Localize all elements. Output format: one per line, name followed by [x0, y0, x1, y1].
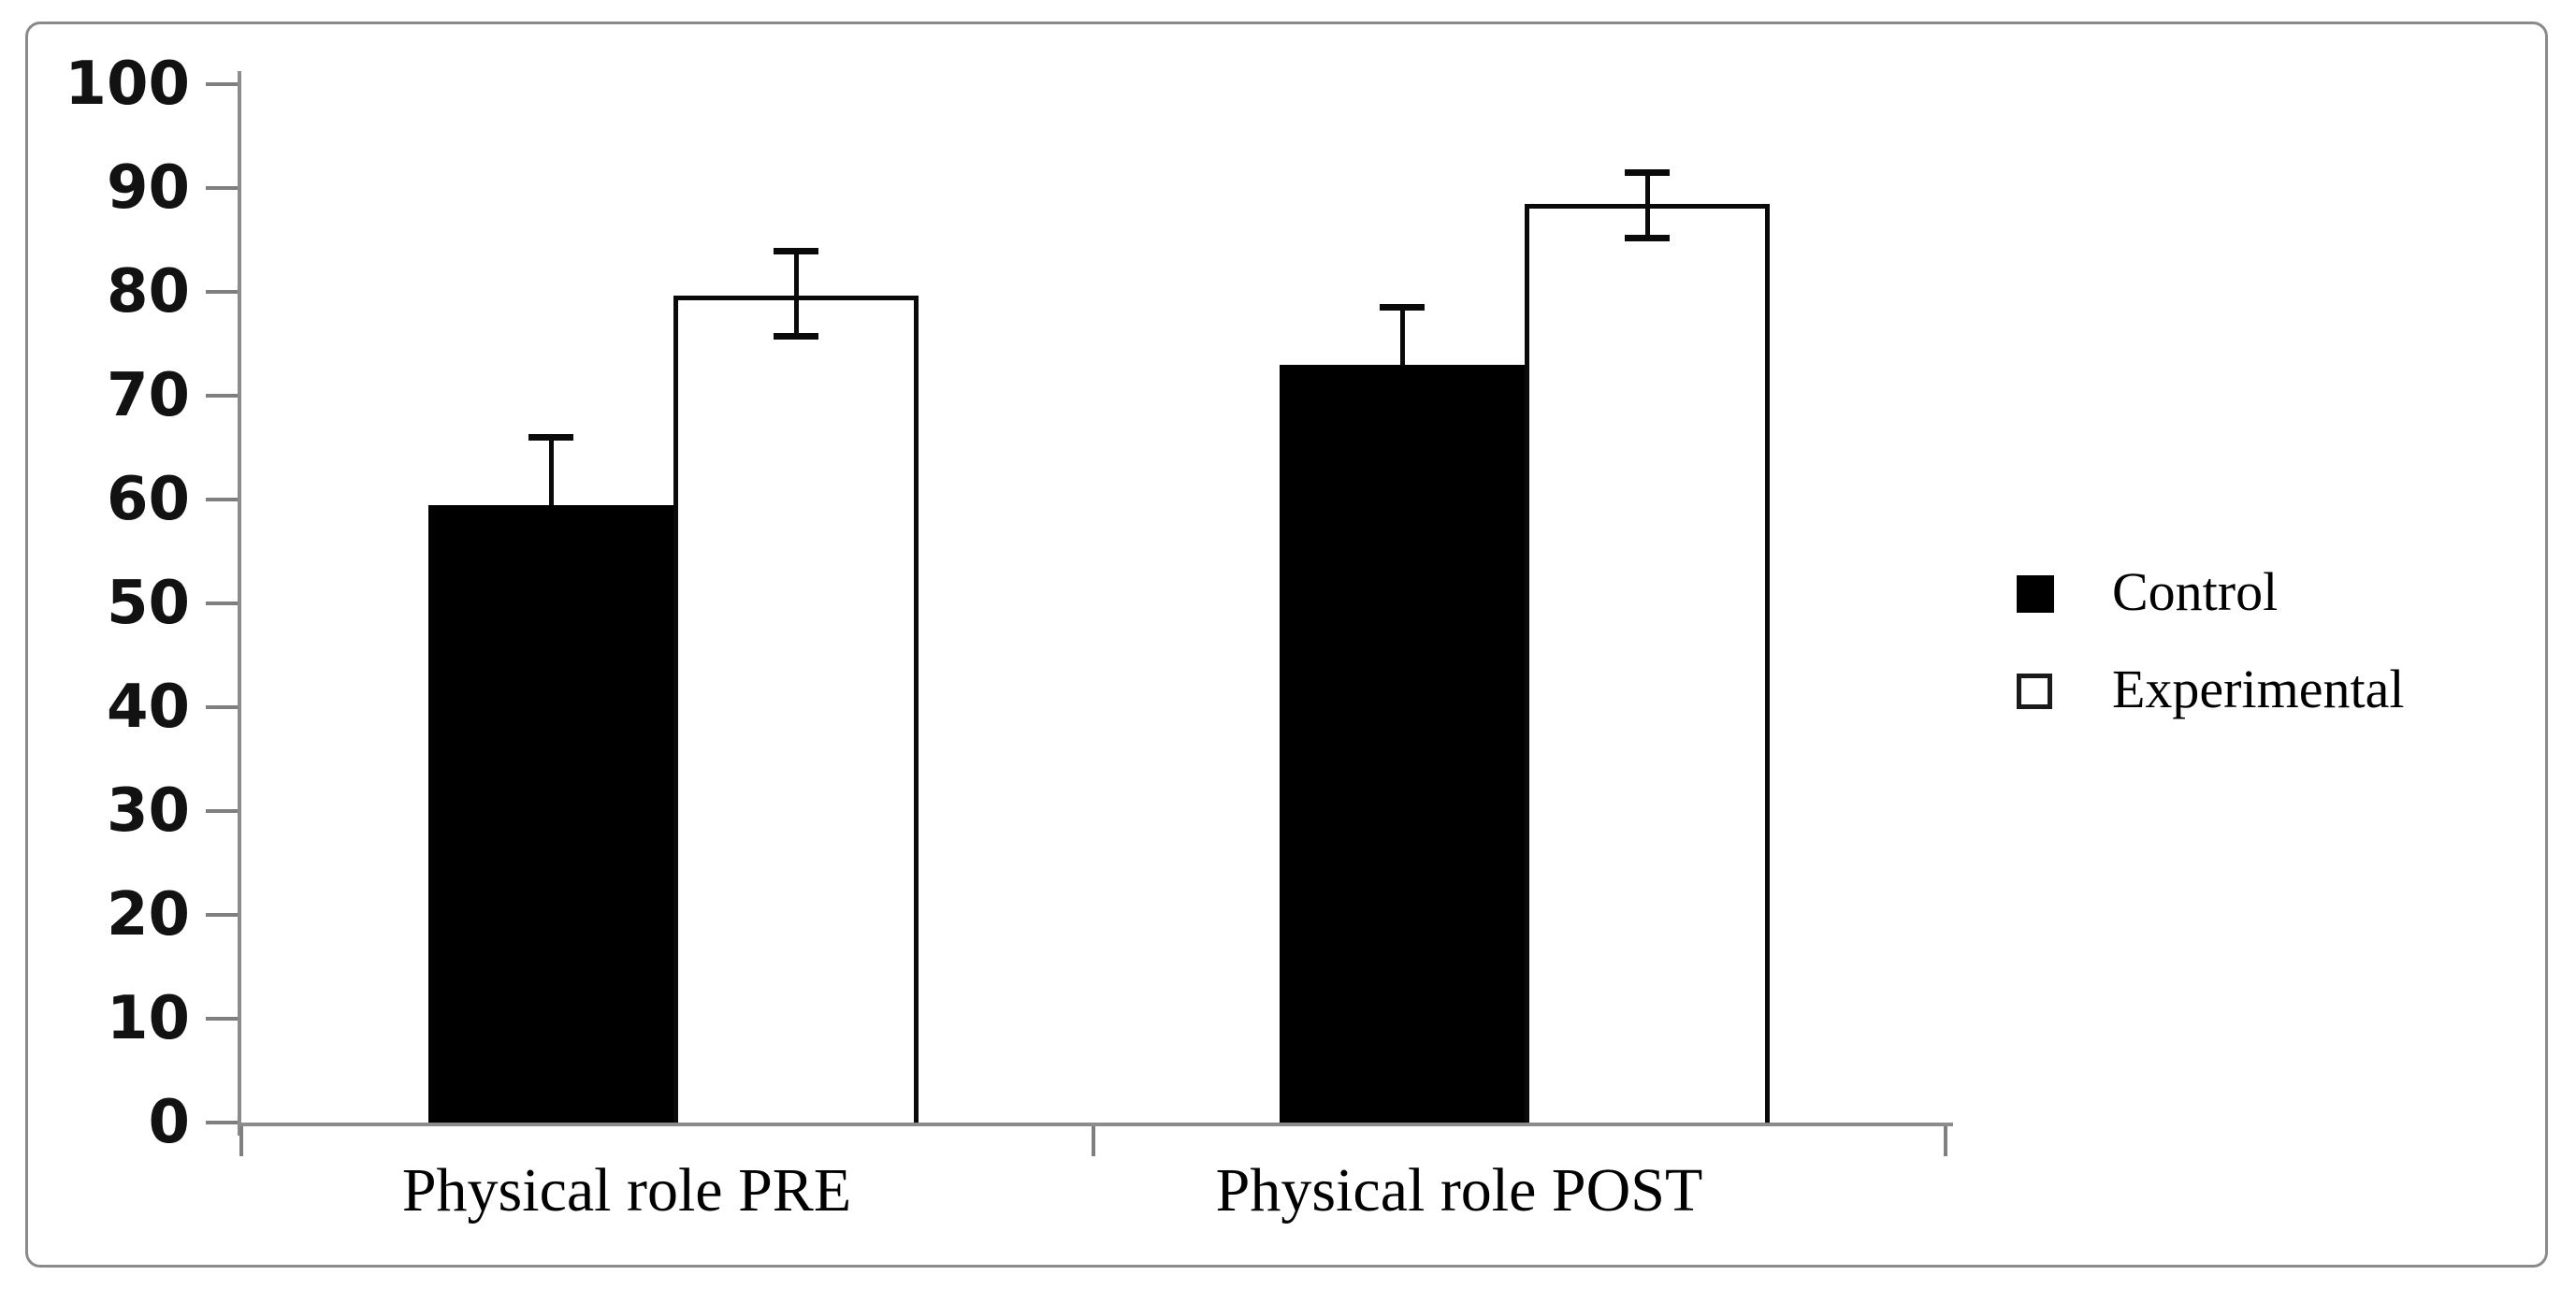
error-bar-line-experimental-post	[1644, 172, 1650, 239]
legend-label-control: Control	[2112, 561, 2279, 622]
y-tick-label-30: 30	[106, 776, 190, 846]
error-bar-cap-top-experimental-post	[1625, 168, 1670, 176]
y-tick-20	[206, 913, 238, 917]
y-tick-50	[206, 602, 238, 605]
y-axis-line	[238, 71, 241, 1136]
y-tick-label-20: 20	[106, 880, 190, 949]
error-bar-line-control-pre	[548, 437, 554, 505]
experimental-bar-pre	[673, 296, 919, 1123]
x-axis-line	[238, 1123, 1953, 1126]
y-tick-label-100: 100	[65, 50, 190, 119]
error-bar-cap-bottom-experimental-post	[1625, 234, 1670, 241]
x-axis-label-pre: Physical role PRE	[401, 1156, 852, 1225]
x-axis-label-post: Physical role POST	[1215, 1156, 1703, 1225]
experimental-swatch-icon	[2017, 674, 2052, 709]
error-bar-cap-top-experimental-pre	[774, 248, 818, 255]
y-tick-label-0: 0	[148, 1088, 190, 1157]
x-boundary-tick-1	[1092, 1126, 1095, 1156]
error-bar-cap-top-control-post	[1380, 304, 1425, 312]
error-bar-cap-bottom-experimental-pre	[774, 333, 818, 341]
control-bar-pre	[428, 504, 673, 1123]
control-bar-post	[1280, 364, 1525, 1123]
experimental-bar-post	[1525, 203, 1770, 1123]
y-tick-80	[206, 290, 238, 294]
error-bar-cap-top-control-pre	[528, 433, 573, 441]
legend-entry-experimental: Experimental	[2017, 662, 2404, 717]
legend-entry-control: Control	[2017, 565, 2278, 619]
y-tick-label-10: 10	[106, 984, 190, 1053]
error-bar-line-experimental-pre	[793, 251, 799, 337]
y-tick-label-70: 70	[106, 361, 190, 430]
y-tick-60	[206, 498, 238, 501]
error-bar-line-control-post	[1399, 307, 1405, 365]
y-tick-label-60: 60	[106, 465, 190, 534]
x-boundary-tick-0	[239, 1126, 243, 1156]
x-boundary-tick-2	[1944, 1126, 1947, 1156]
y-tick-40	[206, 705, 238, 709]
y-tick-0	[206, 1121, 238, 1124]
legend-label-experimental: Experimental	[2112, 659, 2405, 719]
y-tick-label-50: 50	[106, 569, 190, 638]
y-tick-30	[206, 809, 238, 813]
y-tick-10	[206, 1017, 238, 1021]
y-tick-label-80: 80	[106, 257, 190, 326]
y-tick-label-40: 40	[106, 673, 190, 742]
y-tick-90	[206, 186, 238, 190]
y-tick-100	[206, 82, 238, 86]
y-tick-70	[206, 394, 238, 398]
control-swatch-icon	[2017, 575, 2054, 613]
y-tick-label-90: 90	[106, 153, 190, 223]
